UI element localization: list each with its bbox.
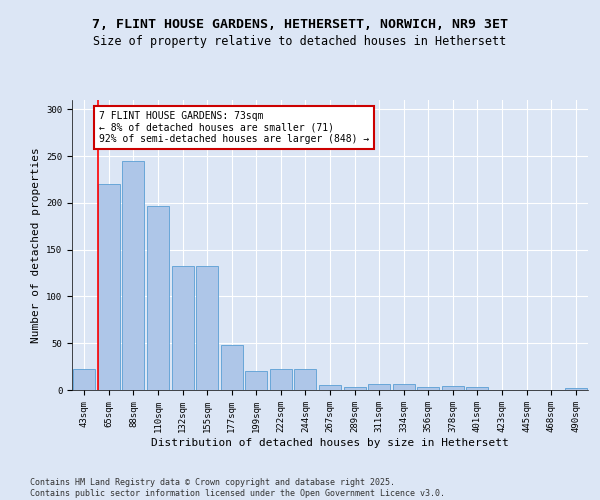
Bar	[147, 206, 169, 390]
Text: Contains HM Land Registry data © Crown copyright and database right 2025.
Contai: Contains HM Land Registry data © Crown c…	[30, 478, 445, 498]
Bar	[270, 370, 292, 390]
Bar	[172, 266, 194, 390]
Bar	[442, 386, 464, 390]
Bar	[344, 387, 365, 390]
Bar	[98, 184, 120, 390]
Bar	[122, 161, 145, 390]
Text: 7 FLINT HOUSE GARDENS: 73sqm
← 8% of detached houses are smaller (71)
92% of sem: 7 FLINT HOUSE GARDENS: 73sqm ← 8% of det…	[98, 111, 369, 144]
Bar	[221, 345, 243, 390]
Bar	[565, 388, 587, 390]
Bar	[73, 370, 95, 390]
Text: 7, FLINT HOUSE GARDENS, HETHERSETT, NORWICH, NR9 3ET: 7, FLINT HOUSE GARDENS, HETHERSETT, NORW…	[92, 18, 508, 30]
Text: Size of property relative to detached houses in Hethersett: Size of property relative to detached ho…	[94, 35, 506, 48]
Bar	[368, 384, 390, 390]
X-axis label: Distribution of detached houses by size in Hethersett: Distribution of detached houses by size …	[151, 438, 509, 448]
Bar	[466, 387, 488, 390]
Bar	[196, 266, 218, 390]
Y-axis label: Number of detached properties: Number of detached properties	[31, 147, 41, 343]
Bar	[392, 384, 415, 390]
Bar	[319, 386, 341, 390]
Bar	[417, 387, 439, 390]
Bar	[245, 372, 268, 390]
Bar	[295, 370, 316, 390]
